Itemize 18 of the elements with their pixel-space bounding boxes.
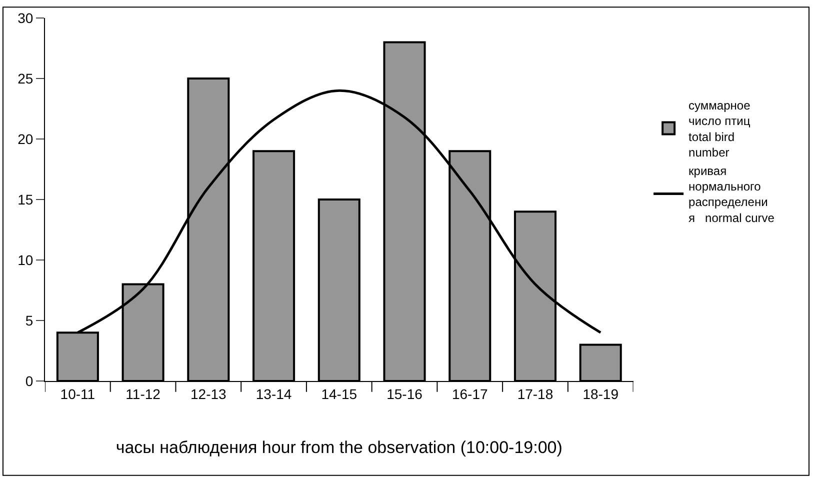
x-tick-label: 15-16	[386, 386, 423, 402]
x-tick-label: 10-11	[60, 386, 96, 402]
y-tick-label: 30	[18, 10, 34, 26]
y-tick-label: 5	[25, 312, 34, 328]
y-tick-label: 10	[18, 252, 34, 268]
x-tick-label: 12-13	[190, 386, 227, 402]
y-tick-label: 25	[18, 70, 34, 86]
x-tick-label: 16-17	[452, 386, 488, 402]
x-tick-label: 13-14	[256, 386, 292, 402]
legend-label: кривая нормального распределени я normal curve	[688, 164, 775, 225]
x-axis-title: часы наблюдения hour from the observation (10:00-19:00)	[116, 438, 562, 458]
x-tick-label: 18-19	[582, 386, 619, 402]
y-tick-label: 15	[18, 191, 34, 208]
y-tick-label: 20	[18, 130, 34, 147]
x-tick-label: 14-15	[321, 386, 358, 402]
x-tick-label: 17-18	[517, 386, 554, 402]
x-tick-label: 11-12	[126, 386, 161, 402]
y-tick-label: 0	[25, 372, 34, 389]
